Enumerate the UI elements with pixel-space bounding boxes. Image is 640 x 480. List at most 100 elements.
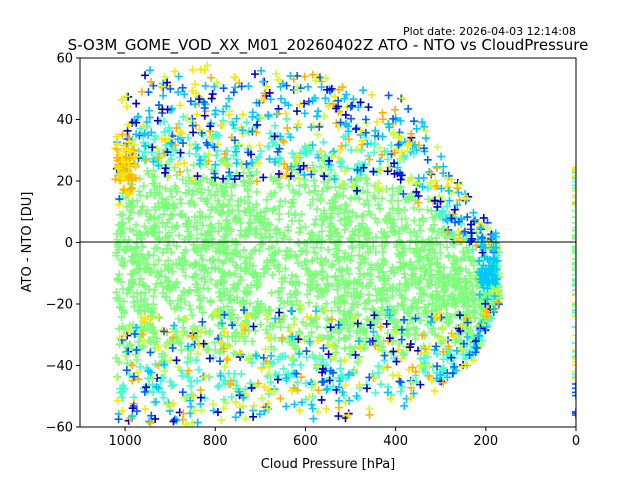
data-point — [344, 135, 353, 144]
data-point — [337, 162, 346, 171]
data-point — [329, 99, 338, 108]
data-point — [304, 268, 313, 277]
data-point — [276, 322, 285, 331]
data-point — [572, 302, 576, 311]
data-point — [437, 303, 446, 312]
data-point — [423, 155, 432, 164]
data-point — [270, 205, 279, 214]
data-point — [460, 193, 469, 202]
data-point — [311, 181, 320, 190]
data-point — [305, 392, 314, 401]
data-point — [292, 297, 301, 306]
data-point — [425, 246, 434, 255]
data-point — [414, 257, 423, 266]
data-point — [411, 314, 420, 323]
data-point — [225, 270, 234, 279]
data-point — [249, 261, 258, 270]
data-point — [423, 353, 432, 362]
data-point — [369, 327, 378, 336]
data-point — [219, 284, 228, 293]
data-point — [259, 173, 268, 182]
data-point — [159, 393, 168, 402]
data-point — [428, 213, 437, 222]
data-point — [419, 215, 428, 224]
data-point — [425, 277, 434, 286]
data-point — [321, 255, 330, 264]
data-point — [383, 294, 392, 303]
data-point — [412, 187, 421, 196]
data-point — [282, 374, 291, 383]
data-point — [384, 163, 393, 172]
data-point — [265, 244, 274, 253]
data-point — [572, 276, 576, 285]
data-point — [193, 349, 202, 358]
data-point — [357, 126, 366, 135]
data-point — [367, 263, 376, 272]
data-point — [178, 175, 187, 184]
data-point — [209, 399, 218, 408]
data-point — [425, 372, 434, 381]
data-point — [145, 321, 154, 330]
data-point — [423, 184, 432, 193]
data-point — [439, 355, 448, 364]
data-point — [170, 182, 179, 191]
data-point — [190, 80, 199, 89]
data-point — [148, 143, 157, 152]
data-point — [391, 105, 400, 114]
data-point — [349, 95, 358, 104]
data-point — [466, 278, 475, 287]
data-point — [175, 167, 184, 176]
data-point — [393, 163, 402, 172]
data-point — [164, 277, 173, 286]
data-point — [125, 213, 134, 222]
data-point — [306, 282, 315, 291]
data-point — [193, 376, 202, 385]
data-point — [249, 246, 258, 255]
data-point — [238, 126, 247, 135]
data-point — [433, 202, 442, 211]
data-point — [378, 247, 387, 256]
data-point — [227, 191, 236, 200]
data-point — [373, 261, 382, 270]
data-point — [308, 277, 317, 286]
data-point — [245, 173, 254, 182]
data-point — [313, 190, 322, 199]
data-point — [454, 295, 463, 304]
data-point — [114, 220, 123, 229]
data-point — [318, 187, 327, 196]
data-point — [224, 94, 233, 103]
data-point — [263, 265, 272, 274]
data-point — [244, 192, 253, 201]
data-point — [257, 394, 266, 403]
data-point — [408, 363, 417, 372]
data-point — [268, 271, 277, 280]
data-point — [313, 407, 322, 416]
data-point — [443, 373, 452, 382]
data-point — [455, 217, 464, 226]
data-point — [412, 246, 421, 255]
data-point — [572, 277, 576, 286]
data-point — [144, 216, 153, 225]
data-point — [465, 294, 474, 303]
data-point — [424, 195, 433, 204]
data-point — [126, 203, 135, 212]
data-point — [277, 297, 286, 306]
data-point — [252, 177, 261, 186]
data-point — [162, 160, 171, 169]
data-point — [365, 155, 374, 164]
data-point — [475, 268, 484, 277]
data-point — [489, 246, 498, 255]
data-point — [179, 323, 188, 332]
data-point — [371, 248, 380, 257]
data-point — [189, 391, 198, 400]
data-point — [486, 313, 495, 322]
data-point — [257, 95, 266, 104]
data-point — [322, 287, 331, 296]
data-point — [142, 383, 151, 392]
data-point — [274, 286, 283, 295]
data-point — [366, 279, 375, 288]
data-point — [235, 140, 244, 149]
data-point — [123, 289, 132, 298]
data-point — [213, 196, 222, 205]
data-point — [355, 381, 364, 390]
